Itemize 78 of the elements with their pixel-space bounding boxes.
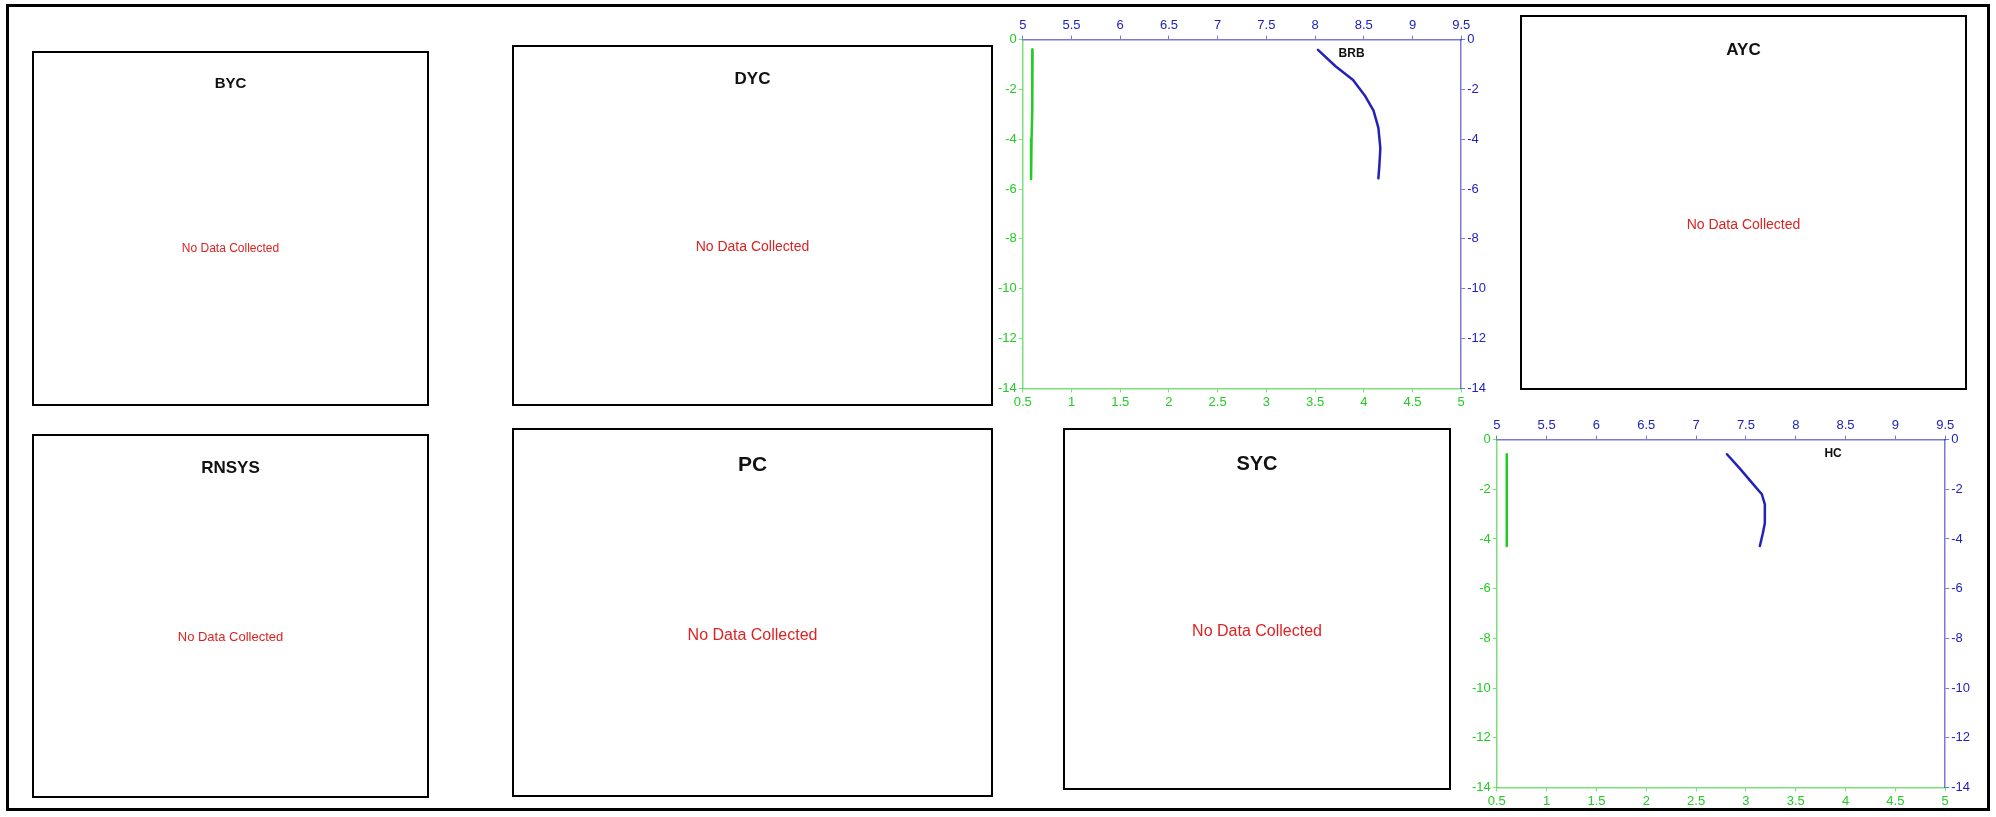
x2-tick-label: 7.5: [1736, 417, 1755, 433]
x2-tick-label: 5.5: [1537, 417, 1556, 433]
y2-tick-label: -4: [1951, 530, 1963, 546]
x-tick-label: 2.5: [1208, 393, 1227, 409]
text: AYC: [1725, 39, 1762, 60]
y-tick-label: -6: [1479, 580, 1491, 596]
text: No Data Collected: [694, 238, 811, 255]
x2-tick-label: 9.5: [1936, 417, 1955, 433]
x-tick-label: 0.5: [1013, 393, 1032, 409]
text: BYC: [213, 74, 248, 92]
x-tick-label: 1.5: [1587, 792, 1606, 808]
x2-tick-label: 5: [1493, 417, 1501, 433]
x2-tick-label: 6: [1592, 417, 1601, 433]
y2-tick-label: 0: [1951, 431, 1959, 447]
x-tick-label: 1: [1067, 393, 1076, 409]
x2-tick-label: 5.5: [1062, 17, 1081, 33]
y-tick-label: 0: [1483, 431, 1491, 447]
x-tick-label: 5: [1457, 393, 1465, 409]
text: No Data Collected: [686, 625, 819, 644]
x2-tick-label: 9: [1891, 417, 1899, 433]
y-tick-label: -4: [1005, 130, 1017, 146]
x2-tick-label: 8.5: [1354, 17, 1373, 33]
text: BRB: [1338, 45, 1365, 60]
x2-tick-label: 8: [1792, 417, 1800, 433]
y-tick-label: -14: [997, 379, 1017, 395]
x2-tick-label: 8.5: [1836, 417, 1855, 433]
y-tick-label: -2: [1005, 81, 1017, 97]
x-tick-label: 1.5: [1111, 393, 1130, 409]
x-tick-label: 4.5: [1403, 393, 1422, 409]
text: SYC: [1235, 451, 1279, 475]
y-tick-label: -12: [1471, 729, 1491, 745]
y-tick-label: -12: [997, 330, 1017, 346]
text: DYC: [733, 68, 772, 89]
text: No Data Collected: [176, 628, 285, 644]
x-tick-label: 2.5: [1687, 792, 1706, 808]
y-tick-label: -10: [997, 280, 1017, 296]
x2-tick-label: 7.5: [1257, 17, 1276, 33]
x-tick-label: 1: [1543, 792, 1551, 808]
x-tick-label: 2: [1642, 792, 1650, 808]
x2-tick-label: 7: [1214, 17, 1222, 33]
text: No Data Collected: [180, 241, 281, 256]
x-tick-label: 4.5: [1886, 792, 1905, 808]
x-tick-label: 0.5: [1487, 792, 1506, 808]
text: PC: [736, 452, 769, 477]
text: No Data Collected: [1191, 621, 1323, 640]
y2-tick-label: -6: [1951, 580, 1963, 596]
y2-tick-label: -10: [1951, 679, 1971, 695]
x2-tick-label: 5: [1019, 17, 1027, 33]
x2-tick-label: 6.5: [1159, 17, 1178, 33]
x-tick-label: 4: [1360, 393, 1368, 409]
x-tick-label: 4: [1841, 792, 1850, 808]
x2-tick-label: 9: [1408, 17, 1417, 33]
text: HC: [1824, 445, 1843, 460]
y2-tick-label: -8: [1951, 629, 1963, 645]
text: RNSYS: [200, 457, 261, 478]
x-tick-label: 5: [1941, 792, 1949, 808]
text: No Data Collected: [1685, 215, 1802, 232]
y-tick-label: -8: [1005, 230, 1017, 246]
y-tick-label: -8: [1479, 629, 1491, 645]
y-tick-label: -10: [1471, 679, 1491, 695]
y-tick-label: -4: [1479, 530, 1491, 546]
y-tick-label: 0: [1009, 31, 1017, 47]
x-tick-label: 3.5: [1306, 393, 1325, 409]
x-tick-label: 3: [1262, 393, 1270, 409]
x-tick-label: 2: [1165, 393, 1173, 409]
y2-tick-label: -12: [1951, 729, 1971, 745]
x2-tick-label: 6.5: [1637, 417, 1656, 433]
y-tick-label: -6: [1005, 180, 1017, 196]
x2-tick-label: 7: [1692, 417, 1700, 433]
x2-tick-label: 9.5: [1452, 17, 1471, 33]
y2-tick-label: -14: [1951, 778, 1971, 794]
y-tick-label: -14: [1471, 778, 1491, 794]
x2-tick-label: 6: [1116, 17, 1124, 33]
y2-tick-label: -2: [1951, 480, 1963, 496]
x-tick-label: 3: [1742, 792, 1750, 808]
x-tick-label: 3.5: [1786, 792, 1805, 808]
y-tick-label: -2: [1479, 480, 1491, 496]
x2-tick-label: 8: [1311, 17, 1319, 33]
